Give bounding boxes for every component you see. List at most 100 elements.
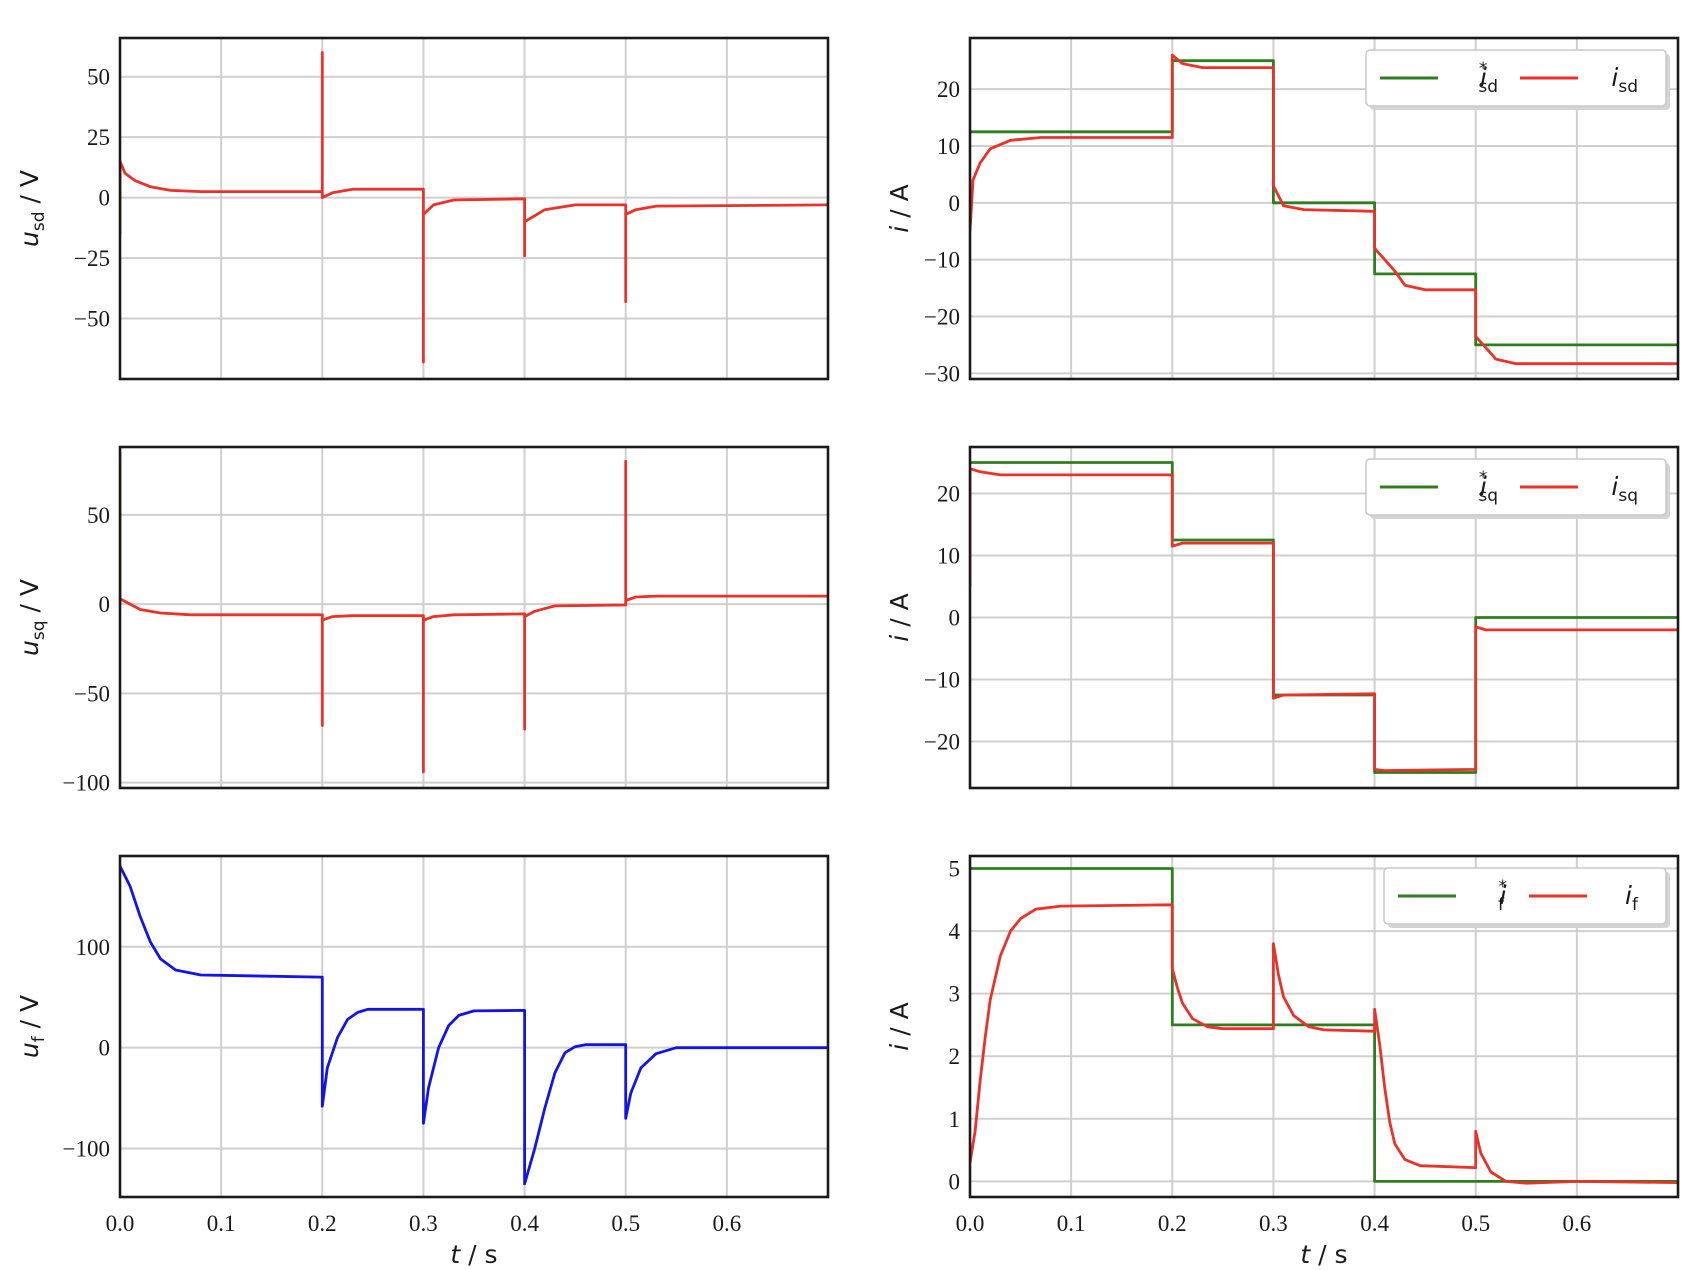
x-tick-label: 0.6 xyxy=(712,1211,741,1236)
legend-subscript: f xyxy=(1498,895,1505,915)
x-tick-label: 0.2 xyxy=(308,1211,337,1236)
y-tick-label: 50 xyxy=(87,503,110,528)
x-tick-label: 0.5 xyxy=(1461,1211,1490,1236)
y-tick-label: −20 xyxy=(924,730,960,755)
y-tick-label: 0 xyxy=(99,1036,111,1061)
chart-uf: 100 0 −100 0.0 0.1 0.2 0.3 0.4 0.5 0.6 t / s uf / V xyxy=(15,854,830,1269)
legend-superscript: * xyxy=(1499,877,1508,897)
x-axis-label: t / s xyxy=(450,1240,497,1269)
x-axis-label-symbol: t xyxy=(450,1240,461,1269)
legend-box xyxy=(1365,49,1667,107)
y-tick-label: 1 xyxy=(949,1107,961,1132)
y-axis-label: i / A xyxy=(885,184,914,232)
y-tick-label: 25 xyxy=(87,125,110,150)
legend: i* f if xyxy=(1383,867,1670,928)
legend: i* sq isq xyxy=(1365,458,1670,519)
y-axis-label: usd / V xyxy=(15,170,49,247)
x-tick-label: 0.1 xyxy=(207,1211,236,1236)
legend-entry-label: i* sq xyxy=(1478,468,1498,506)
x-axis-label-unit: / s xyxy=(1310,1240,1347,1269)
legend: i* sd isd xyxy=(1365,49,1670,110)
plot-frame xyxy=(968,36,1680,381)
legend-subscript: sq xyxy=(1618,486,1638,506)
y-axis-label-symbol: i xyxy=(885,1044,914,1051)
legend-subscript: sd xyxy=(1478,77,1498,97)
series-line-i_f xyxy=(970,903,1678,1185)
y-axis-label: usq / V xyxy=(15,579,49,656)
y-axis-label-symbol: u xyxy=(15,231,44,247)
x-tick-label: 0.3 xyxy=(409,1211,438,1236)
y-tick-label: 10 xyxy=(937,544,960,569)
legend-entry-label: isd xyxy=(1611,63,1638,97)
x-tick-label: 0.0 xyxy=(106,1211,135,1236)
y-tick-label: −20 xyxy=(924,304,960,329)
y-tick-label: 20 xyxy=(937,482,960,507)
y-axis-label-symbol: i xyxy=(885,635,914,642)
y-tick-label: 0 xyxy=(949,1169,961,1194)
legend-symbol: i xyxy=(1480,63,1487,92)
legend-symbol: i xyxy=(1611,472,1618,501)
series-line-i_sq xyxy=(970,467,1678,772)
x-tick-label: 0.1 xyxy=(1057,1211,1086,1236)
y-tick-label: −50 xyxy=(74,307,110,332)
legend-symbol: i xyxy=(1625,881,1632,910)
y-tick-label: 4 xyxy=(949,919,961,944)
y-axis-label: i / A xyxy=(885,593,914,641)
y-tick-label: 2 xyxy=(949,1044,961,1069)
y-axis-label-symbol: i xyxy=(885,226,914,233)
y-axis-label-subscript: sd xyxy=(29,211,49,231)
y-axis-label: uf / V xyxy=(15,995,49,1058)
y-tick-label: −100 xyxy=(63,1137,110,1162)
y-axis-label: i / A xyxy=(885,1002,914,1050)
legend-subscript: f xyxy=(1632,895,1639,915)
legend-superscript: * xyxy=(1479,468,1488,488)
y-tick-label: −50 xyxy=(74,681,110,706)
x-tick-label: 0.2 xyxy=(1158,1211,1187,1236)
chart-usd: 50 25 0 −25 −50 usd / V xyxy=(15,36,830,381)
y-axis-label-unit: / A xyxy=(885,1002,914,1043)
legend-entry-label: i* sd xyxy=(1478,59,1498,97)
y-axis-label-subscript: f xyxy=(29,1035,49,1042)
y-axis-label-subscript: sq xyxy=(29,620,49,640)
y-tick-label: 5 xyxy=(949,857,961,882)
plot-frame xyxy=(968,445,1680,790)
y-tick-label: −25 xyxy=(74,246,110,271)
legend-symbol: i xyxy=(1500,881,1507,910)
y-axis-label-unit: / V xyxy=(15,170,44,211)
plot-frame xyxy=(118,854,830,1199)
plot-frame xyxy=(118,445,830,790)
series-line-u_sd xyxy=(120,51,828,364)
y-tick-label: −10 xyxy=(924,248,960,273)
y-axis-label-symbol: u xyxy=(15,1042,44,1058)
y-axis-label-unit: / A xyxy=(885,184,914,225)
y-tick-label: 10 xyxy=(937,134,960,159)
y-tick-label: −30 xyxy=(924,361,960,386)
y-tick-label: −100 xyxy=(63,771,110,796)
x-tick-label: 0.6 xyxy=(1562,1211,1591,1236)
x-tick-label: 0.5 xyxy=(611,1211,640,1236)
legend-superscript: * xyxy=(1479,59,1488,79)
y-tick-label: 50 xyxy=(87,65,110,90)
y-tick-label: 3 xyxy=(949,982,961,1007)
legend-box xyxy=(1383,867,1667,925)
legend-box xyxy=(1365,458,1667,516)
y-axis-label-symbol: u xyxy=(15,640,44,656)
y-tick-label: 100 xyxy=(76,935,111,960)
x-tick-label: 0.4 xyxy=(510,1211,539,1236)
plot-frame xyxy=(118,36,830,381)
series-line-u_f xyxy=(120,865,828,1186)
x-axis-label-unit: / s xyxy=(460,1240,497,1269)
y-tick-label: 0 xyxy=(99,592,111,617)
legend-subscript: sq xyxy=(1478,486,1498,506)
legend-symbol: i xyxy=(1480,472,1487,501)
series-line-u_sq xyxy=(120,451,828,774)
y-tick-label: 0 xyxy=(949,191,961,216)
x-tick-label: 0.0 xyxy=(956,1211,985,1236)
y-tick-label: 0 xyxy=(99,186,111,211)
y-tick-label: −10 xyxy=(924,668,960,693)
series-line-i_sd xyxy=(970,53,1678,366)
legend-subscript: sd xyxy=(1618,77,1638,97)
